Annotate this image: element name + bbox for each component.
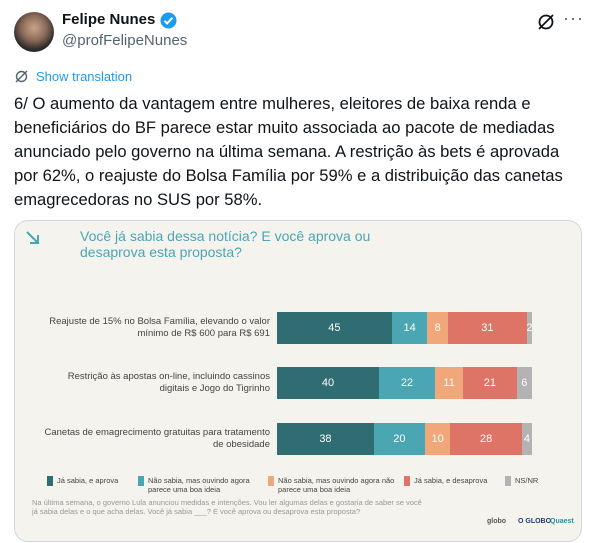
category-label: Restrição às apostas on-line, incluindo …: [67, 371, 270, 394]
bar-segment: 31: [447, 312, 527, 344]
legend-swatch: [505, 476, 511, 486]
data-label: 11: [443, 377, 455, 389]
bar-segment: 14: [391, 312, 428, 344]
bar-segment: 11: [435, 367, 464, 399]
show-translation[interactable]: Show translation: [36, 69, 133, 84]
chart-title: Você já sabia dessa notícia? E você apro…: [80, 228, 371, 260]
legend-label: NS/NR: [515, 476, 539, 485]
bar-segment: 40: [277, 367, 379, 399]
translate-icon: [15, 70, 28, 83]
bar-segment: 2: [526, 312, 532, 344]
logo: O GLOBO: [518, 518, 552, 525]
data-label: 20: [393, 433, 406, 445]
data-label: 38: [319, 433, 332, 445]
chart-note: Na última semana, o governo Lula anuncio…: [32, 498, 422, 516]
legend-label: Não sabia, mas ouvindo agora parece uma …: [148, 476, 250, 494]
data-label: 31: [481, 322, 494, 334]
data-label: 4: [523, 433, 530, 445]
bar-segment: 10: [424, 423, 451, 455]
data-label: 45: [328, 322, 341, 334]
data-label: 22: [400, 377, 414, 389]
data-label: 6: [521, 377, 528, 389]
data-label: 14: [403, 322, 416, 334]
bar-segment: 28: [450, 423, 522, 455]
tweet-text: 6/ O aumento da vantagem entre mulheres,…: [14, 94, 563, 209]
bar-segment: 22: [379, 367, 436, 399]
data-label: 10: [431, 433, 444, 445]
category-label: Canetas de emagrecimento gratuitas para …: [44, 427, 271, 450]
bar-segment: 20: [373, 423, 425, 455]
bar-segment: 8: [427, 312, 448, 344]
legend-swatch: [268, 476, 274, 486]
legend-label: Já sabia, e aprova: [57, 476, 119, 485]
author-handle[interactable]: @profFelipeNunes: [62, 32, 188, 49]
logo: Quaest: [550, 518, 574, 525]
legend-label: Não sabia, mas ouvindo agora não parece …: [278, 476, 395, 494]
legend-swatch: [47, 476, 53, 486]
legend-swatch: [138, 476, 144, 486]
author-name[interactable]: Felipe Nunes: [62, 11, 156, 28]
category-label: Reajuste de 15% no Bolsa Família, elevan…: [49, 316, 270, 339]
avatar[interactable]: [14, 12, 54, 52]
data-label: 40: [321, 377, 335, 389]
bar-segment: 6: [516, 367, 532, 399]
data-label: 8: [434, 322, 441, 334]
verified-badge: [160, 12, 177, 29]
bar-segment: 21: [463, 367, 517, 399]
data-label: 21: [483, 377, 497, 389]
arrow-icon: [26, 231, 39, 244]
legend-swatch: [404, 476, 410, 486]
logo: globo: [487, 518, 507, 525]
grok-icon[interactable]: [536, 12, 556, 32]
data-label: 2: [526, 322, 532, 334]
more-menu[interactable]: ···: [563, 8, 584, 28]
bar-segment: 45: [277, 312, 392, 344]
bar-segment: 4: [521, 423, 532, 455]
data-label: 28: [479, 433, 493, 445]
legend-label: Já sabia, e desaprova: [414, 476, 488, 485]
bar-segment: 38: [277, 423, 374, 455]
